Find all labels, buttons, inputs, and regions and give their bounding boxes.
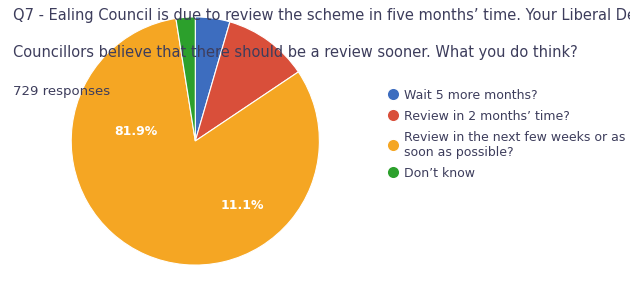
Text: 729 responses: 729 responses bbox=[13, 85, 110, 98]
Wedge shape bbox=[195, 17, 230, 141]
Text: Councillors believe that there should be a review sooner. What you do think?: Councillors believe that there should be… bbox=[13, 45, 577, 60]
Text: Q7 - Ealing Council is due to review the scheme in five months’ time. Your Liber: Q7 - Ealing Council is due to review the… bbox=[13, 8, 630, 23]
Wedge shape bbox=[71, 18, 319, 265]
Text: 81.9%: 81.9% bbox=[114, 125, 158, 138]
Wedge shape bbox=[176, 17, 195, 141]
Text: 11.1%: 11.1% bbox=[220, 199, 264, 212]
Wedge shape bbox=[195, 22, 299, 141]
Legend: Wait 5 more months?, Review in 2 months’ time?, Review in the next few weeks or : Wait 5 more months?, Review in 2 months’… bbox=[384, 85, 629, 184]
